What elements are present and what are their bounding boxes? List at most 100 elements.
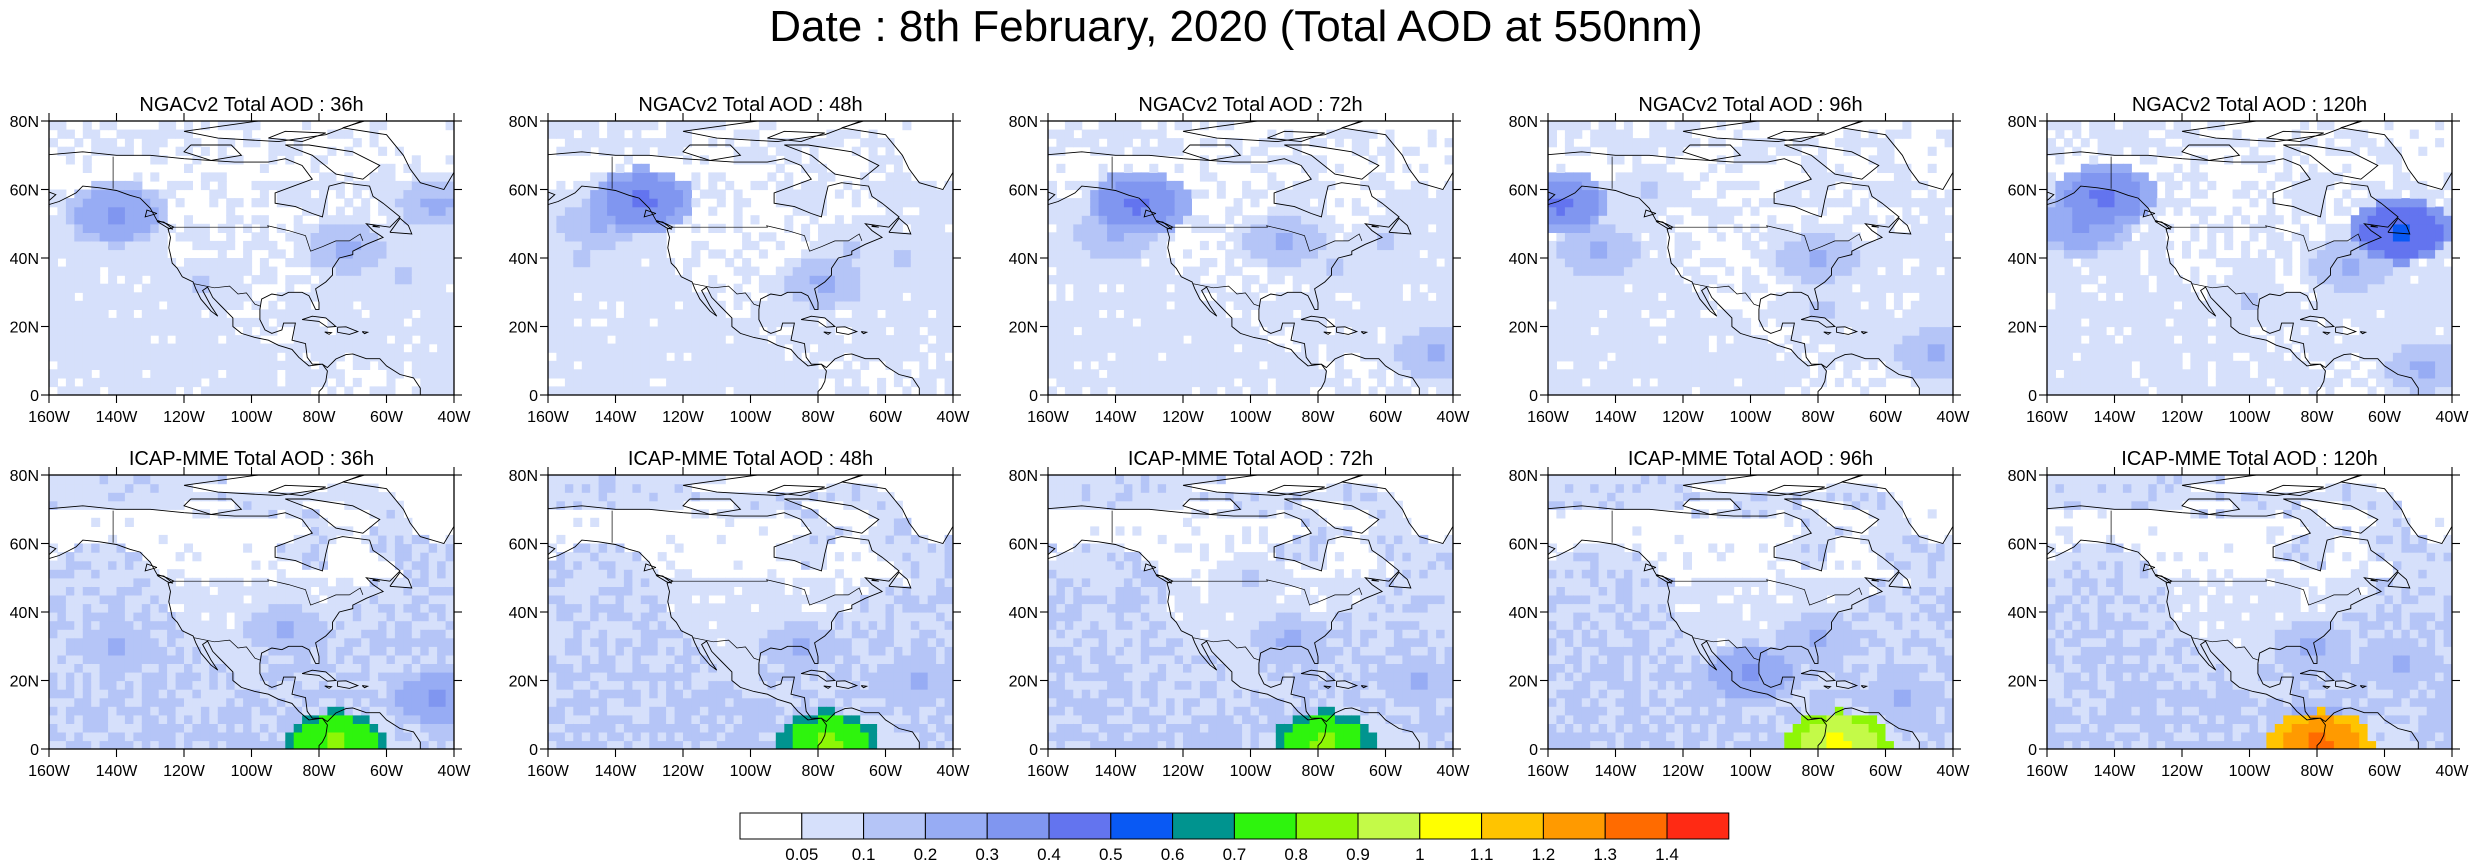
x-tick-label: 100W <box>2229 763 2272 780</box>
x-tick-label: 100W <box>730 409 773 426</box>
y-tick-label: 60N <box>509 537 538 554</box>
axis-ticks <box>2039 467 2460 757</box>
colorbar-swatch <box>924 812 988 840</box>
y-tick-label: 40N <box>2008 251 2037 268</box>
map-panel: 160W 140W 120W 100W 80W 60W 40W 80N 60N 40N 20N 0 IC… <box>1009 448 1471 780</box>
map-panel: 160W 140W 120W 100W 80W 60W 40W 80N 60N 40N 20N 0 IC… <box>2008 448 2470 780</box>
map-panel: 160W 140W 120W 100W 80W 60W 40W 80N 60N 40N 20N 0 NG… <box>1009 94 1471 426</box>
y-tick-label: 0 <box>30 742 39 759</box>
x-tick-label: 120W <box>1662 763 1705 780</box>
colorbar-swatch <box>986 812 1050 840</box>
x-tick-label: 160W <box>1027 409 1070 426</box>
x-tick-label: 120W <box>163 763 206 780</box>
panel-title: NGACv2 Total AOD : 72h <box>1138 94 1362 116</box>
y-tick-label: 80N <box>1009 114 1038 131</box>
x-tick-label: 100W <box>231 763 274 780</box>
x-tick-label: 40W <box>2436 409 2470 426</box>
y-tick-label: 80N <box>10 468 39 485</box>
coastlines <box>1048 121 1453 395</box>
y-tick-label: 60N <box>1009 537 1038 554</box>
y-tick-label: 40N <box>1509 251 1538 268</box>
coastlines <box>548 475 953 749</box>
x-tick-label: 80W <box>1802 409 1836 426</box>
x-tick-label: 140W <box>1095 409 1138 426</box>
x-tick-label: 100W <box>1230 763 1273 780</box>
map-panel: 160W 140W 120W 100W 80W 60W 40W 80N 60N 40N 20N 0 NG… <box>2008 94 2470 426</box>
x-tick-label: 60W <box>869 763 903 780</box>
y-tick-label: 20N <box>509 674 538 691</box>
x-tick-label: 80W <box>1302 763 1336 780</box>
colorbar-label: 0.8 <box>1284 845 1308 862</box>
border-us-canada <box>672 579 863 606</box>
border-us-mexico <box>1192 637 1261 661</box>
map-panel: 160W 140W 120W 100W 80W 60W 40W 80N 60N 40N 20N 0 NG… <box>1509 94 1971 426</box>
border-us-canada <box>1672 225 1863 252</box>
y-tick-label: 60N <box>509 183 538 200</box>
y-tick-label: 80N <box>509 114 538 131</box>
x-tick-label: 160W <box>2026 409 2069 426</box>
border-us-mexico <box>193 283 262 307</box>
colorbar-swatch <box>1172 812 1235 840</box>
x-tick-label: 60W <box>1369 409 1403 426</box>
y-tick-label: 0 <box>1529 388 1538 405</box>
x-tick-label: 140W <box>2094 409 2137 426</box>
map-panel: 160W 140W 120W 100W 80W 60W 40W 80N 60N 40N 20N 0 NG… <box>10 94 472 426</box>
colorbar-swatch <box>1604 812 1668 840</box>
x-tick-label: 40W <box>937 409 971 426</box>
y-tick-label: 20N <box>1509 674 1538 691</box>
y-tick-label: 20N <box>1009 674 1038 691</box>
y-tick-label: 40N <box>1009 605 1038 622</box>
y-tick-label: 20N <box>1009 320 1038 337</box>
x-tick-label: 40W <box>1937 763 1971 780</box>
x-tick-label: 120W <box>2161 763 2204 780</box>
border-us-mexico <box>692 283 761 307</box>
border-us-canada <box>173 579 364 606</box>
colorbar-swatch <box>1357 812 1421 840</box>
aod-field <box>1048 475 1453 749</box>
x-tick-label: 80W <box>303 409 337 426</box>
colorbar-swatch <box>1666 812 1730 840</box>
axis-ticks <box>1040 467 1461 757</box>
y-tick-label: 60N <box>2008 537 2037 554</box>
x-tick-label: 160W <box>1527 409 1570 426</box>
colorbar-swatch <box>1048 812 1112 840</box>
y-tick-label: 80N <box>1009 468 1038 485</box>
y-tick-label: 60N <box>1009 183 1038 200</box>
aod-field <box>49 475 454 749</box>
y-tick-label: 80N <box>10 114 39 131</box>
figure-title: Date : 8th February, 2020 (Total AOD at … <box>769 2 1703 51</box>
x-tick-label: 140W <box>595 409 638 426</box>
border-us-canada <box>1172 225 1363 252</box>
x-tick-label: 100W <box>1230 409 1273 426</box>
aod-field <box>548 475 953 749</box>
axis-ticks <box>1540 113 1961 403</box>
colorbar-swatch <box>1233 812 1297 840</box>
axis-ticks <box>1040 113 1461 403</box>
border-us-mexico <box>692 637 761 661</box>
y-tick-label: 0 <box>2028 742 2037 759</box>
axis-ticks <box>540 467 961 757</box>
x-tick-label: 80W <box>1802 763 1836 780</box>
x-tick-label: 40W <box>937 763 971 780</box>
colorbar-label: 1.2 <box>1532 845 1556 862</box>
y-tick-label: 40N <box>10 605 39 622</box>
aod-field <box>1548 121 1953 395</box>
colorbar-swatch <box>801 812 865 840</box>
axis-ticks <box>540 113 961 403</box>
y-tick-label: 20N <box>2008 674 2037 691</box>
y-tick-label: 0 <box>2028 388 2037 405</box>
x-tick-label: 160W <box>527 409 570 426</box>
x-tick-label: 140W <box>2094 763 2137 780</box>
y-tick-label: 60N <box>2008 183 2037 200</box>
colorbar-label: 0.7 <box>1223 845 1247 862</box>
x-tick-label: 80W <box>2301 409 2335 426</box>
x-tick-label: 80W <box>802 763 836 780</box>
coastlines <box>1548 475 1953 749</box>
coastlines <box>49 121 454 395</box>
border-us-mexico <box>1192 283 1261 307</box>
y-tick-label: 40N <box>2008 605 2037 622</box>
border-us-canada <box>2171 579 2362 606</box>
aod-field <box>2047 121 2452 395</box>
x-tick-label: 120W <box>662 409 705 426</box>
aod-field <box>548 121 953 395</box>
